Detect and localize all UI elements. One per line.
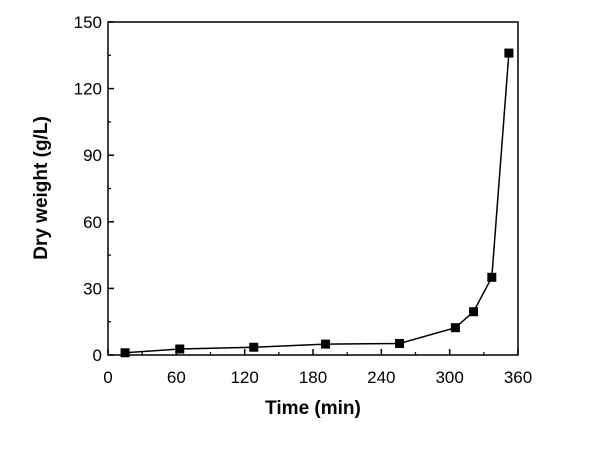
x-tick-label: 240: [367, 368, 395, 387]
y-tick-label: 0: [93, 346, 102, 365]
x-tick-label: 0: [103, 368, 112, 387]
x-tick-label: 60: [167, 368, 186, 387]
y-tick-label: 150: [74, 13, 102, 32]
series-line: [125, 53, 510, 354]
x-axis-title: Time (min): [265, 398, 361, 419]
x-tick-label: 360: [504, 368, 532, 387]
x-tick-label: 300: [435, 368, 463, 387]
axis-tick-labels: 0 60 120 180 240 300 360 0 30 60 90 120 150: [74, 13, 533, 387]
plot-frame: [107, 21, 519, 356]
y-tick-label: 90: [83, 146, 102, 165]
y-axis-title: Dry weight (g/L): [31, 116, 52, 260]
data-markers: [120, 48, 514, 358]
data-point-marker: [504, 48, 514, 58]
data-point-marker: [487, 272, 497, 282]
x-tick-label: 180: [299, 368, 327, 387]
y-tick-label: 60: [83, 213, 102, 232]
y-tick-label: 120: [74, 80, 102, 99]
data-point-marker: [469, 307, 479, 317]
y-tick-label: 30: [83, 279, 102, 298]
axis-ticks: [107, 21, 519, 356]
data-point-marker: [175, 344, 185, 354]
data-point-marker: [249, 342, 259, 352]
data-point-marker: [321, 339, 331, 349]
data-point-marker: [395, 338, 405, 348]
x-tick-label: 120: [230, 368, 258, 387]
data-point-marker: [120, 348, 130, 358]
data-point-marker: [450, 323, 460, 333]
